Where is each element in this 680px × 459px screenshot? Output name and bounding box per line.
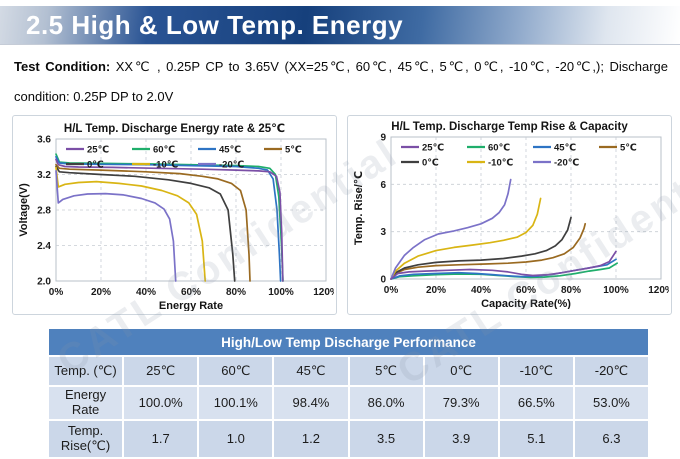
test-condition-label: Test Condition: — [14, 59, 111, 74]
x-tick-label: 0% — [48, 287, 63, 298]
series-line--10℃ — [389, 197, 541, 280]
x-tick-label: 20% — [425, 285, 445, 296]
table-cell: 66.5% — [499, 387, 573, 419]
x-tick-label: 0% — [383, 285, 398, 296]
page-title: 2.5 High & Low Temp. Energy — [26, 9, 404, 40]
temp-rise-chart-title: H/L Temp. Discharge Temp Rise & Capacity — [391, 121, 628, 133]
series-line-0℃ — [54, 165, 236, 282]
table-cell: 0℃ — [424, 357, 498, 385]
x-tick-label: 120% — [313, 287, 334, 298]
x-tick-label: 100% — [268, 287, 294, 298]
table-cell: 3.5 — [349, 420, 423, 457]
legend-label: -10℃ — [153, 160, 178, 171]
table-row: Temp. Rise(℃) 1.7 1.0 1.2 3.5 3.9 5.1 6.3 — [49, 420, 648, 457]
row-label: Temp. Rise(℃) — [49, 420, 123, 457]
row-label: Energy Rate — [49, 387, 123, 419]
table-cell: -10℃ — [499, 357, 573, 385]
perf-table-body: Temp. (℃) 25℃ 60℃ 45℃ 5℃ 0℃ -10℃ -20℃ Energy Rat… — [49, 357, 648, 457]
y-tick-label: 3.2 — [37, 170, 51, 181]
x-tick-label: 100% — [603, 285, 629, 296]
x-tick-label: 60% — [180, 287, 200, 298]
y-tick-label: 6 — [380, 180, 386, 191]
test-condition-text: Test Condition: XX℃ , 0.25P CP to 3.65V … — [14, 52, 668, 112]
row-label: Temp. (℃) — [49, 357, 123, 385]
energy-rate-chart-panel: H/L Temp. Discharge Energy rate & 25℃ 0%… — [12, 115, 337, 315]
table-cell: 100.1% — [199, 387, 273, 419]
table-cell: 98.4% — [274, 387, 348, 419]
title-banner: 2.5 High & Low Temp. Energy — [0, 6, 680, 44]
table-title: High/Low Temp Discharge Performance — [49, 329, 648, 355]
x-tick-label: 120% — [648, 285, 669, 296]
y-tick-label: 0 — [380, 275, 386, 286]
table-cell: 60℃ — [199, 357, 273, 385]
performance-table: High/Low Temp Discharge Performance Temp… — [47, 327, 650, 459]
x-axis-label: Capacity Rate(%) — [481, 298, 571, 309]
series-line--20℃ — [389, 178, 512, 280]
x-tick-label: 60% — [515, 285, 535, 296]
table-cell: 3.9 — [424, 420, 498, 457]
y-axis-label: Voltage(V) — [18, 183, 30, 237]
series-line--10℃ — [54, 166, 206, 282]
energy-rate-chart-title: H/L Temp. Discharge Energy rate & 25℃ — [63, 123, 286, 135]
series-line-5℃ — [54, 163, 251, 282]
x-tick-label: 40% — [470, 285, 490, 296]
series-line--20℃ — [54, 170, 177, 282]
series-line-25℃ — [54, 158, 284, 282]
legend-label: 25℃ — [422, 143, 444, 154]
discharge-energy-chart: 0% 20% 40% 60% 80% 100% 120% 2.0 2.4 2.8 3.2 3.6 Ene… — [18, 135, 334, 311]
y-tick-label: 2.0 — [37, 277, 51, 288]
x-axis-label: Energy Rate — [158, 300, 222, 311]
legend-label: 5℃ — [620, 143, 637, 154]
table-cell: 6.3 — [574, 420, 648, 457]
legend-label: 5℃ — [285, 145, 302, 156]
table-cell: 1.0 — [199, 420, 273, 457]
table-title-row: High/Low Temp Discharge Performance — [49, 329, 648, 355]
table-row: Temp. (℃) 25℃ 60℃ 45℃ 5℃ 0℃ -10℃ -20℃ — [49, 357, 648, 385]
series-line-0℃ — [389, 216, 572, 280]
legend-label: -20℃ — [554, 158, 579, 169]
legend-label: -10℃ — [488, 158, 513, 169]
table-cell: -20℃ — [574, 357, 648, 385]
x-tick-label: 20% — [90, 287, 110, 298]
temp-rise-chart-panel: H/L Temp. Discharge Temp Rise & Capacity… — [347, 115, 672, 315]
table-cell: 86.0% — [349, 387, 423, 419]
legend-label: -20℃ — [219, 160, 244, 171]
y-tick-label: 9 — [380, 133, 386, 144]
y-axis-label: Temp. Rise/℃ — [353, 171, 365, 245]
legend-label: 0℃ — [422, 158, 439, 169]
legend-label: 45℃ — [219, 145, 241, 156]
x-tick-label: 80% — [560, 285, 580, 296]
table-cell: 1.7 — [124, 420, 198, 457]
table-cell: 5.1 — [499, 420, 573, 457]
y-tick-label: 2.8 — [37, 206, 51, 217]
y-tick-label: 3.6 — [37, 135, 51, 146]
y-tick-label: 3 — [380, 227, 386, 238]
table-cell: 1.2 — [274, 420, 348, 457]
table-cell: 100.0% — [124, 387, 198, 419]
legend-label: 25℃ — [87, 145, 109, 156]
legend-label: 60℃ — [153, 145, 175, 156]
legend-label: 0℃ — [87, 160, 104, 171]
legend-label: 45℃ — [554, 143, 576, 154]
x-tick-label: 40% — [135, 287, 155, 298]
series-line-25℃ — [389, 250, 617, 280]
y-tick-label: 2.4 — [37, 241, 51, 252]
table-cell: 53.0% — [574, 387, 648, 419]
temp-rise-chart: 0% 20% 40% 60% 80% 100% 120% 0 3 6 9 Capacity Rate(… — [353, 133, 669, 309]
table-cell: 5℃ — [349, 357, 423, 385]
table-row: Energy Rate 100.0% 100.1% 98.4% 86.0% 79.3% 66… — [49, 387, 648, 419]
legend-label: 60℃ — [488, 143, 510, 154]
table-cell: 79.3% — [424, 387, 498, 419]
test-condition-value: XX℃ , 0.25P CP to 3.65V (XX=25℃, 60℃, 45… — [14, 59, 669, 104]
charts-row: H/L Temp. Discharge Energy rate & 25℃ 0%… — [12, 115, 672, 315]
table-cell: 45℃ — [274, 357, 348, 385]
x-tick-label: 80% — [225, 287, 245, 298]
table-cell: 25℃ — [124, 357, 198, 385]
series-line-5℃ — [389, 222, 586, 280]
